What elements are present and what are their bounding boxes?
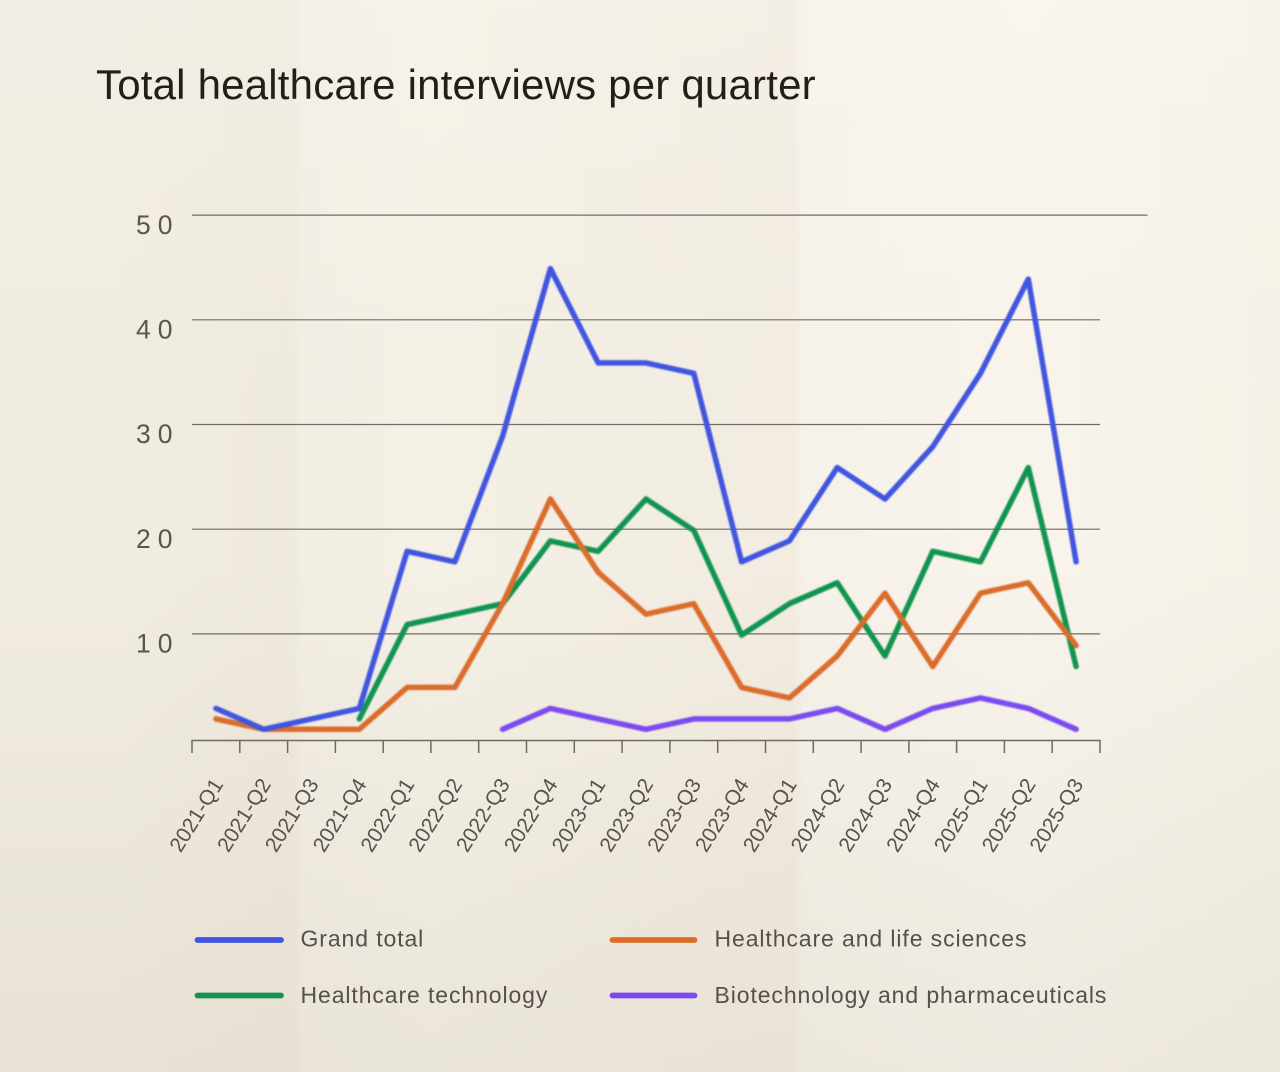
svg-text:Healthcare technology: Healthcare technology [301, 982, 549, 1008]
svg-text:Healthcare and life sciences: Healthcare and life sciences [715, 926, 1028, 952]
svg-text:Grand total: Grand total [301, 926, 425, 952]
svg-text:10: 10 [136, 629, 179, 659]
svg-text:40: 40 [136, 315, 179, 345]
svg-text:50: 50 [136, 210, 179, 240]
svg-text:20: 20 [136, 524, 179, 554]
svg-text:30: 30 [136, 419, 179, 449]
svg-text:Biotechnology and pharmaceutic: Biotechnology and pharmaceuticals [715, 982, 1108, 1008]
svg-text:Total healthcare interviews pe: Total healthcare interviews per quarter [96, 61, 816, 108]
